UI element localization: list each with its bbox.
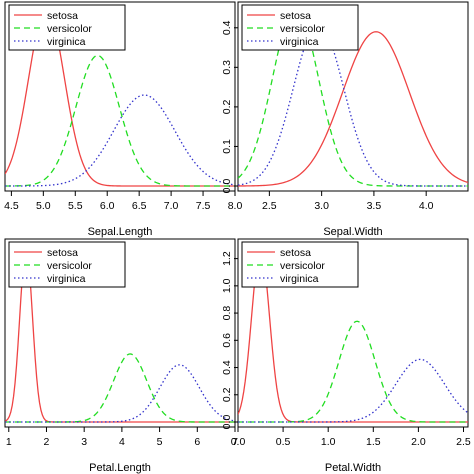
legend-label-virginica: virginica <box>47 273 86 285</box>
legend-label-setosa: setosa <box>280 247 311 259</box>
plot-frame <box>237 238 469 428</box>
x-tick-label: 3 <box>81 436 87 448</box>
plot-frame <box>4 238 236 428</box>
x-tick-label: 3.0 <box>314 200 329 212</box>
density-line-versicolor <box>238 320 468 423</box>
legend-label-virginica: virginica <box>280 273 319 285</box>
x-axis-label: Sepal.Width <box>323 226 382 238</box>
y-tick-label: 0.4 <box>221 360 233 375</box>
x-tick-label: 7.5 <box>196 200 211 212</box>
x-tick-label: 7 <box>232 436 238 448</box>
density-line-versicolor <box>238 7 468 187</box>
density-line-virginica <box>238 358 468 423</box>
x-tick-label: 5 <box>157 436 163 448</box>
x-tick-label: 5.0 <box>36 200 51 212</box>
legend-label-setosa: setosa <box>47 10 78 22</box>
x-tick-label: 2.0 <box>411 436 426 448</box>
x-tick-label: 1.5 <box>366 436 381 448</box>
panel-1: 4.5 5.0 5.5 6.0 6.5 7.0 7.5 8.0 Sepal.Length seto… <box>4 1 243 238</box>
x-tick-label: 4.0 <box>419 200 434 212</box>
y-tick-label: 0.0 <box>221 179 233 194</box>
x-tick-label: 0.0 <box>231 436 246 448</box>
x-tick-label: 2.5 <box>456 436 471 448</box>
x-tick-label: 5.5 <box>68 200 83 212</box>
panel-2: 2.5 3.0 3.5 4.0 Sepal.Width 0.0 0.1 0.2 0.3 0.4 se… <box>221 1 469 238</box>
y-tick-label: 0.1 <box>221 139 233 154</box>
density-line-virginica <box>5 94 235 187</box>
legend-label-virginica: virginica <box>47 36 86 48</box>
x-tick-label: 6.5 <box>132 200 147 212</box>
y-tick-label: 0.0 <box>221 415 233 430</box>
density-line-versicolor <box>5 353 235 423</box>
x-axis-label: Petal.Length <box>89 462 151 474</box>
x-tick-label: 2.5 <box>262 200 277 212</box>
y-tick-label: 0.6 <box>221 333 233 348</box>
plot-frame <box>4 1 236 192</box>
x-tick-label: 3.5 <box>367 200 382 212</box>
legend-label-versicolor: versicolor <box>47 23 92 35</box>
panel-4: 0.0 0.5 1.0 1.5 2.0 2.5 Petal.Width 0.0 0.2 0.4 0.… <box>221 238 471 474</box>
x-tick-label: 2 <box>44 436 50 448</box>
panel-3: 1 2 3 4 5 6 7 Petal.Length setosaversicolorvirgi… <box>4 238 238 474</box>
x-tick-label: 7.0 <box>164 200 179 212</box>
plot-frame <box>237 1 469 192</box>
y-tick-label: 0.2 <box>221 99 233 114</box>
x-tick-label: 6 <box>194 436 200 448</box>
density-line-versicolor <box>5 54 235 187</box>
legend-label-virginica: virginica <box>280 36 319 48</box>
density-line-virginica <box>5 364 235 423</box>
x-tick-label: 0.5 <box>276 436 291 448</box>
x-axis-label: Sepal.Length <box>88 226 153 238</box>
x-tick-label: 1.0 <box>321 436 336 448</box>
legend-label-setosa: setosa <box>280 10 311 22</box>
y-tick-label: 0.4 <box>221 20 233 35</box>
density-line-setosa <box>238 31 468 187</box>
x-tick-label: 8.0 <box>228 200 243 212</box>
y-tick-label: 0.3 <box>221 60 233 75</box>
x-axis-label: Petal.Width <box>325 462 381 474</box>
density-line-setosa <box>5 248 235 423</box>
legend-label-versicolor: versicolor <box>280 23 325 35</box>
x-tick-label: 1 <box>6 436 12 448</box>
y-tick-label: 0.2 <box>221 387 233 402</box>
y-tick-label: 1.0 <box>221 278 233 293</box>
legend-label-versicolor: versicolor <box>47 260 92 272</box>
y-tick-label: 1.2 <box>221 251 233 266</box>
density-line-virginica <box>238 23 468 187</box>
x-tick-label: 4.5 <box>4 200 19 212</box>
x-tick-label: 6.0 <box>100 200 115 212</box>
x-tick-label: 4 <box>119 436 125 448</box>
y-tick-label: 0.8 <box>221 306 233 321</box>
legend-label-setosa: setosa <box>47 247 78 259</box>
legend-label-versicolor: versicolor <box>280 260 325 272</box>
